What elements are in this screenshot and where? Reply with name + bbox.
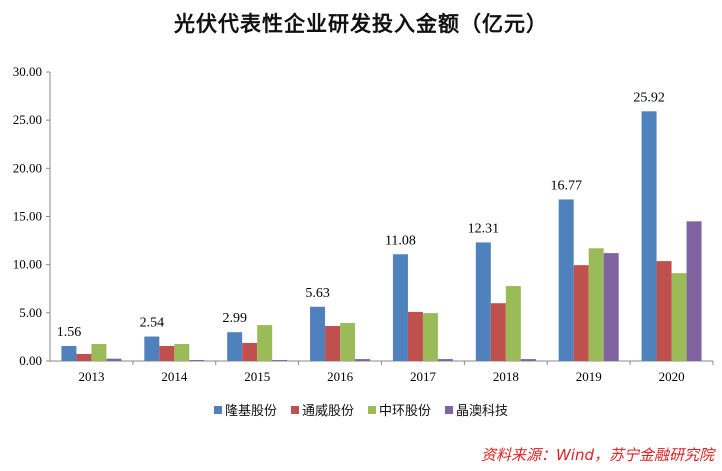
bar-2016-隆基股份 <box>310 306 326 361</box>
x-tick-label: 2019 <box>576 369 602 384</box>
bar-2013-通威股份 <box>76 353 92 361</box>
bar-2015-晶澳科技 <box>272 360 288 361</box>
bar-2016-中环股份 <box>340 323 356 361</box>
bar-2017-通威股份 <box>407 311 423 361</box>
bar-2015-通威股份 <box>242 342 258 361</box>
plot-area: 0.00 5.00 10.00 15.00 20.00 25.00 30.00 2013 1.5… <box>13 64 714 384</box>
data-label: 5.63 <box>305 286 330 301</box>
bar-2015-中环股份 <box>257 325 273 361</box>
x-tick-label: 2015 <box>244 369 270 384</box>
x-tick-label: 2014 <box>161 369 188 384</box>
y-tick-label: 20.00 <box>13 160 42 175</box>
legend-swatch <box>213 405 222 414</box>
bar-2018-隆基股份 <box>475 242 491 361</box>
bar-2019-通威股份 <box>573 265 589 361</box>
legend-item: 晶澳科技 <box>445 400 508 419</box>
bar-2020-隆基股份 <box>641 111 657 361</box>
data-label: 2.99 <box>222 311 247 326</box>
bar-2018-通威股份 <box>490 303 506 361</box>
bar-2019-中环股份 <box>588 248 604 361</box>
x-tick-label: 2016 <box>327 369 354 384</box>
y-tick-label: 15.00 <box>13 209 42 224</box>
legend-label: 通威股份 <box>301 404 354 419</box>
chart-title: 光伏代表性企业研发投入金额（亿元） <box>174 12 548 36</box>
bar-2019-隆基股份 <box>558 199 574 361</box>
legend-swatch <box>290 405 299 414</box>
bar-2018-晶澳科技 <box>520 359 536 361</box>
legend-item: 中环股份 <box>368 400 431 419</box>
data-label: 11.08 <box>385 233 416 248</box>
bar-2013-中环股份 <box>91 344 107 361</box>
y-tick-label: 10.00 <box>13 257 42 272</box>
x-tick-label: 2020 <box>659 369 685 384</box>
y-tick-label: 5.00 <box>19 305 42 320</box>
y-tick-label: 25.00 <box>13 112 42 127</box>
legend-swatch <box>445 405 454 414</box>
data-label: 12.31 <box>468 221 500 236</box>
bar-2020-晶澳科技 <box>686 221 702 361</box>
legend: 隆基股份 通威股份 中环股份 晶澳科技 <box>0 400 722 419</box>
bar-2017-中环股份 <box>422 313 438 361</box>
y-tick-label: 0.00 <box>19 353 42 368</box>
legend-label: 隆基股份 <box>224 404 277 419</box>
data-label: 1.56 <box>57 325 82 340</box>
bar-2014-中环股份 <box>174 344 190 361</box>
legend-item: 隆基股份 <box>213 400 277 419</box>
x-tick-label: 2017 <box>410 369 437 384</box>
bar-2014-通威股份 <box>159 345 175 361</box>
bar-2017-隆基股份 <box>392 254 408 361</box>
bar-2020-中环股份 <box>671 273 687 361</box>
bar-2019-晶澳科技 <box>603 253 619 361</box>
bar-2016-通威股份 <box>325 326 341 361</box>
bar-2017-晶澳科技 <box>437 359 453 361</box>
legend-item: 通威股份 <box>290 400 354 419</box>
bar-2016-晶澳科技 <box>355 359 371 361</box>
legend-label: 中环股份 <box>379 404 432 419</box>
bar-2015-隆基股份 <box>227 332 243 361</box>
data-label: 25.92 <box>633 90 665 105</box>
bar-2018-中环股份 <box>505 286 521 361</box>
bar-2013-晶澳科技 <box>106 358 122 361</box>
source-note: 资料来源：Wind，苏宁金融研究院 <box>480 446 714 464</box>
bar-2013-隆基股份 <box>61 345 77 361</box>
bar-2014-晶澳科技 <box>189 360 205 361</box>
y-tick-label: 30.00 <box>13 64 42 79</box>
x-tick-label: 2018 <box>493 369 519 384</box>
data-label: 2.54 <box>140 316 165 331</box>
x-tick-label: 2013 <box>78 369 104 384</box>
data-label: 16.77 <box>550 178 582 193</box>
legend-label: 晶澳科技 <box>456 404 509 419</box>
bar-2020-通威股份 <box>656 261 672 361</box>
legend-swatch <box>368 405 376 414</box>
bar-2014-隆基股份 <box>144 336 160 361</box>
